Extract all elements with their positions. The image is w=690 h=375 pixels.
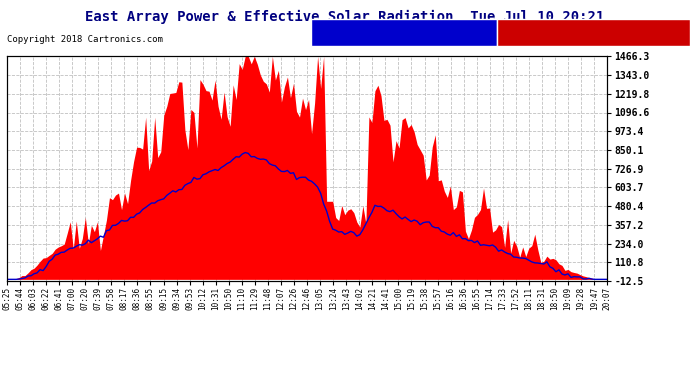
Text: East Array Power & Effective Solar Radiation  Tue Jul 10 20:21: East Array Power & Effective Solar Radia… xyxy=(86,10,604,24)
Text: Radiation (Effective w/m2): Radiation (Effective w/m2) xyxy=(334,28,473,38)
Text: Copyright 2018 Cartronics.com: Copyright 2018 Cartronics.com xyxy=(7,35,163,44)
Text: East Array  (DC Watts): East Array (DC Watts) xyxy=(534,28,653,38)
FancyBboxPatch shape xyxy=(497,20,690,46)
FancyBboxPatch shape xyxy=(310,20,497,46)
